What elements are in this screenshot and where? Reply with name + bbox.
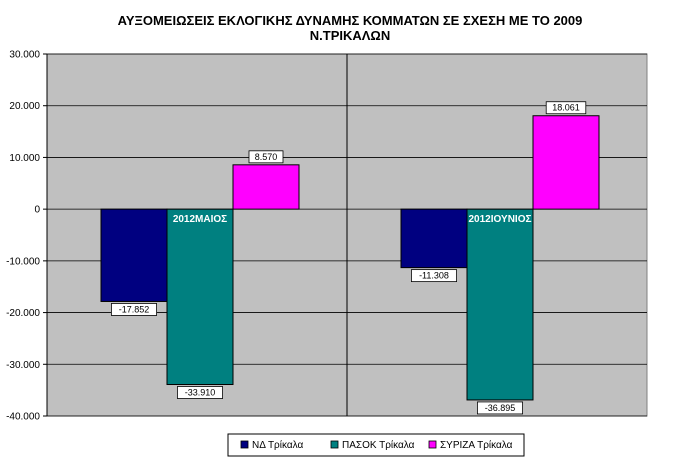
chart-title-line-1: ΑΥΞΟΜΕΙΩΣΕΙΣ ΕΚΛΟΓΙΚΗΣ ΔΥΝΑΜΗΣ ΚΟΜΜΑΤΩΝ …: [117, 13, 583, 28]
category-label: 2012ΜΑΙΟΣ: [173, 214, 227, 225]
bar: [232, 164, 300, 210]
y-tick-label: 10.000: [9, 153, 40, 164]
legend: [227, 433, 525, 457]
y-tick-label: -20.000: [6, 308, 40, 319]
y-tick-label: -40.000: [6, 412, 40, 423]
bar: [532, 115, 600, 210]
data-label-box: [476, 401, 523, 415]
bar: [166, 208, 234, 386]
y-tick-label: 30.000: [9, 50, 40, 61]
data-label-box: [545, 101, 587, 115]
y-tick-label: -30.000: [6, 360, 40, 371]
data-label: -33.910: [185, 388, 216, 398]
data-label-box: [248, 150, 284, 164]
data-label-box: [176, 386, 223, 399]
category-label: 2012ΙΟΥΝΙΟΣ: [469, 214, 532, 225]
data-label: -17.852: [119, 304, 150, 314]
legend-label: ΝΔ Τρίκαλα: [252, 439, 303, 451]
y-tick-label: 20.000: [9, 101, 40, 112]
legend-swatch: [428, 440, 437, 449]
bar: [400, 208, 468, 269]
bar: [466, 208, 534, 401]
data-label: 18.061: [552, 103, 580, 113]
legend-label: ΠΑΣΟΚ Τρίκαλα: [342, 439, 415, 451]
data-label: 8.570: [255, 152, 278, 162]
data-label-box: [111, 303, 158, 316]
legend-swatch: [240, 440, 249, 449]
bar: [100, 208, 168, 302]
legend-label: ΣΥΡΙΖΑ Τρίκαλα: [440, 439, 513, 451]
y-tick-label: -10.000: [6, 256, 40, 267]
data-label: -36.895: [485, 403, 516, 413]
legend-swatch: [330, 440, 339, 449]
chart-title-line-2: Ν.ΤΡΙΚΑΛΩΝ: [309, 28, 391, 43]
data-label-box: [410, 269, 457, 283]
y-tick-label: 0: [34, 205, 40, 216]
data-label: -11.308: [419, 271, 449, 281]
